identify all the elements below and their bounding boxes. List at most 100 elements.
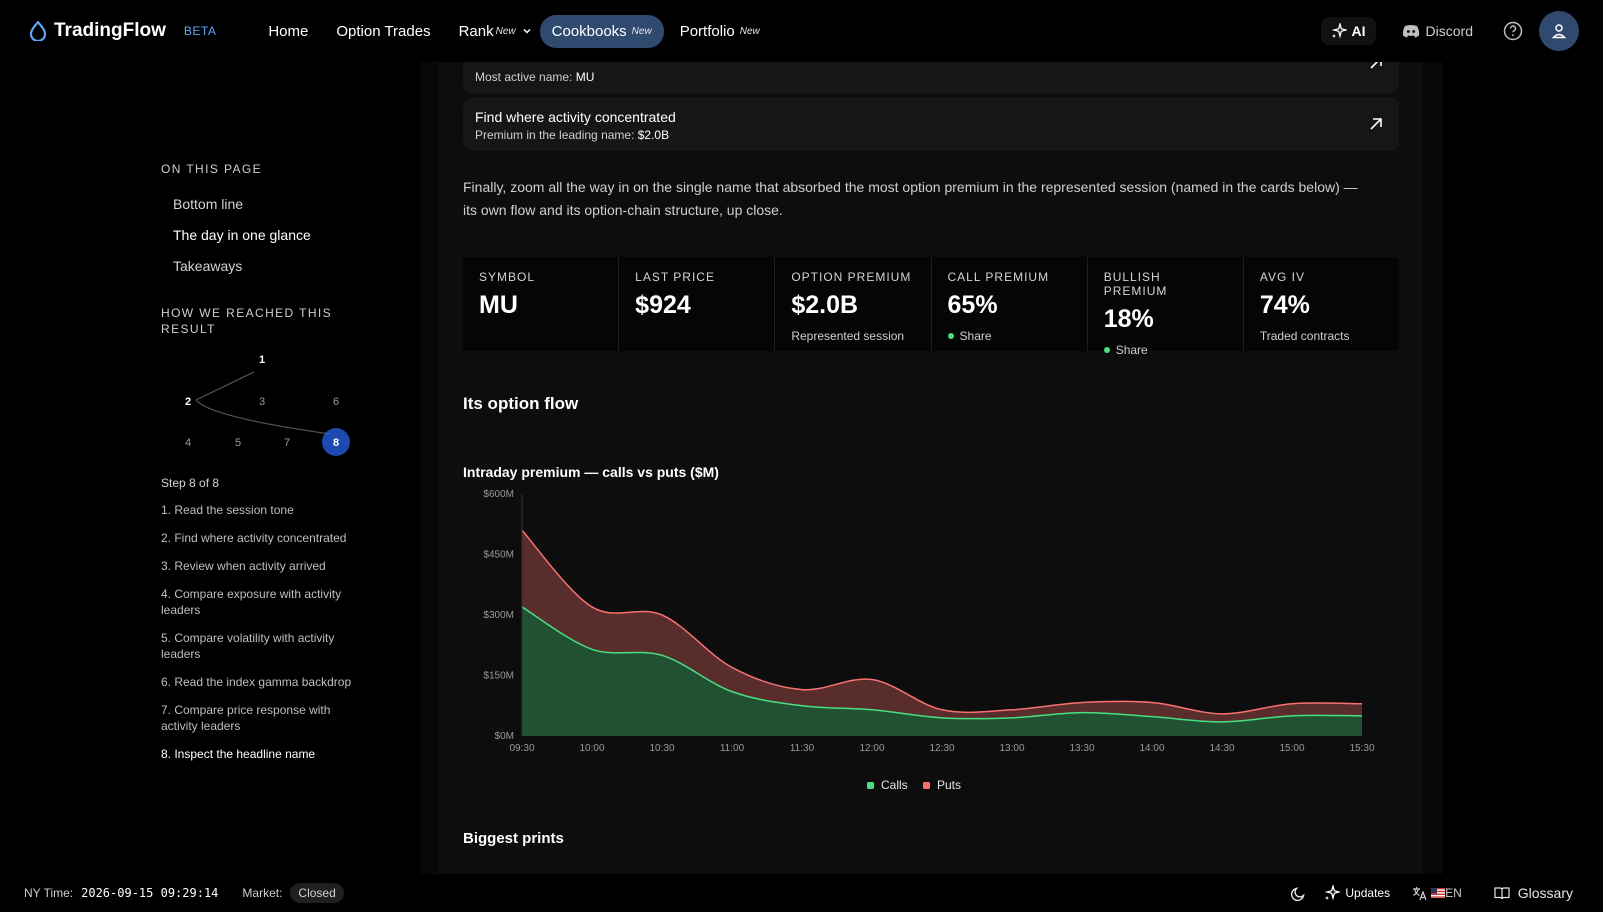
- legend-label: Calls: [881, 778, 908, 792]
- legend-label: Puts: [937, 778, 961, 792]
- graph-node-7: 7: [284, 437, 290, 449]
- ny-time-value: 2026-09-15 09:29:14: [81, 886, 219, 900]
- legend-swatch: [923, 782, 930, 789]
- stat-note: Share: [1115, 343, 1148, 357]
- stats-strip: Symbol MU Last price $924 Option premium…: [463, 257, 1400, 357]
- logo[interactable]: TradingFlow: [28, 20, 166, 42]
- language-selector[interactable]: EN: [1412, 886, 1462, 901]
- step-item[interactable]: 4. Compare exposure with activity leader…: [161, 587, 342, 617]
- discord-icon: [1402, 25, 1419, 38]
- top-right-actions: AI Discord: [1320, 11, 1603, 51]
- y-tick-label: $0M: [495, 731, 514, 742]
- top-navbar: TradingFlow BETA Home Option Trades Rank…: [0, 0, 1603, 62]
- ai-button-label: AI: [1351, 23, 1366, 39]
- intro-paragraph: Finally, zoom all the way in on the sing…: [463, 179, 1358, 218]
- calls-line: [521, 606, 1363, 723]
- y-tick-label: $300M: [483, 610, 514, 621]
- graph-node-1: 1: [259, 354, 265, 366]
- stat-call-premium: Call premium 65% Share: [931, 257, 1088, 351]
- x-tick-label: 10:00: [579, 743, 604, 754]
- card-title: Find where activity concentrated: [475, 109, 676, 125]
- stat-value: $2.0B: [791, 291, 859, 319]
- graph-node-4: 4: [185, 437, 191, 449]
- stat-note: Traded contracts: [1259, 329, 1350, 343]
- nav-portfolio-new-tag: New: [739, 25, 760, 37]
- user-avatar[interactable]: [1539, 11, 1579, 51]
- main-nav: Home Option Trades Rank New Cookbooks Ne…: [256, 14, 775, 48]
- ny-time-label: NY Time:: [24, 886, 74, 900]
- y-tick-label: $150M: [483, 671, 514, 682]
- intraday-premium-chart: $0M $150M $300M $450M $600M 09:30 10:00 10:30 11…: [483, 489, 1375, 792]
- on-this-page-heading: On this page: [161, 162, 263, 176]
- help-icon[interactable]: [1503, 21, 1523, 41]
- x-tick-label: 12:00: [859, 743, 884, 754]
- step-item[interactable]: 5. Compare volatility with activity lead…: [161, 631, 335, 661]
- market-status-badge: Closed: [290, 883, 344, 903]
- x-tick-label: 14:00: [1139, 743, 1164, 754]
- stat-bullish-premium: Bullish premium 18% Share: [1087, 257, 1244, 357]
- x-tick-label: 14:30: [1209, 743, 1234, 754]
- step-item-current[interactable]: 8. Inspect the headline name: [161, 747, 316, 761]
- graph-node-5: 5: [235, 437, 241, 449]
- nav-home-label: Home: [268, 22, 309, 40]
- updates-label: Updates: [1345, 886, 1391, 900]
- nav-rank[interactable]: Rank New: [447, 15, 536, 48]
- graph-edge: [195, 371, 255, 401]
- stat-value: MU: [479, 291, 518, 319]
- beta-badge: BETA: [183, 24, 217, 38]
- arrow-up-right-icon: [1370, 118, 1382, 130]
- sidebar: On this page Bottom line The day in one …: [0, 62, 410, 874]
- market-label: Market:: [242, 886, 283, 900]
- step-item[interactable]: 2. Find where activity concentrated: [161, 531, 347, 545]
- status-footer: NY Time: 2026-09-15 09:29:14 Market: Clo…: [0, 874, 1603, 912]
- stat-label: Last price: [635, 270, 715, 284]
- puts-area: [522, 530, 1362, 722]
- step-graph: 1 2 3 6 4 5 7 8: [185, 354, 350, 456]
- stat-note-row: Share: [1103, 343, 1227, 357]
- discord-link[interactable]: Discord: [1402, 23, 1473, 39]
- main-edge-left: [420, 62, 437, 874]
- step-counter: Step 8 of 8: [161, 476, 220, 490]
- step-item[interactable]: 7. Compare price response with activity …: [161, 703, 331, 733]
- sparkle-icon: [1331, 23, 1347, 39]
- x-tick-label: 10:30: [649, 743, 674, 754]
- discord-label: Discord: [1425, 23, 1473, 39]
- x-tick-label: 13:00: [999, 743, 1024, 754]
- x-tick-label: 15:00: [1279, 743, 1304, 754]
- step-item[interactable]: 6. Read the index gamma backdrop: [161, 675, 352, 689]
- status-dot: [1103, 347, 1110, 353]
- nav-portfolio[interactable]: Portfolio New: [668, 15, 772, 48]
- stat-option-premium: Option premium $2.0B Represented session: [775, 257, 932, 351]
- nav-home[interactable]: Home: [256, 15, 320, 48]
- nav-cookbooks[interactable]: Cookbooks New: [539, 14, 664, 48]
- toc-day-in-one-glance[interactable]: The day in one glance: [173, 227, 311, 243]
- step-item[interactable]: 1. Read the session tone: [161, 503, 294, 517]
- stat-note-row: Share: [947, 329, 1071, 343]
- card-subtitle-prefix: Most active name:: [475, 70, 576, 84]
- stat-value: $924: [635, 291, 691, 319]
- updates-button[interactable]: Updates: [1324, 885, 1390, 901]
- x-tick-label: 15:30: [1349, 743, 1374, 754]
- nav-option-trades-label: Option Trades: [336, 22, 431, 40]
- step-card-find-activity[interactable]: Find where activity concentrated Premium…: [463, 97, 1399, 151]
- card-subtitle-prefix: Premium in the leading name:: [475, 128, 638, 142]
- main-edge-right: [1423, 62, 1443, 874]
- toc-takeaways[interactable]: Takeaways: [173, 258, 243, 274]
- toc-bottom-line[interactable]: Bottom line: [173, 196, 244, 212]
- puts-line: [521, 529, 1363, 715]
- stat-note: Represented session: [791, 329, 905, 343]
- graph-edge: [195, 399, 331, 435]
- nav-cookbooks-new-tag: New: [631, 25, 652, 37]
- moon-icon[interactable]: [1291, 886, 1306, 901]
- x-tick-label: 11:30: [790, 743, 815, 754]
- ai-button[interactable]: AI: [1320, 17, 1376, 45]
- glossary-button[interactable]: Glossary: [1494, 885, 1573, 901]
- chart-title: Intraday premium — calls vs puts ($M): [463, 464, 719, 480]
- y-tick-label: $600M: [483, 489, 514, 500]
- graph-node-8: 8: [333, 437, 339, 449]
- nav-option-trades[interactable]: Option Trades: [324, 15, 442, 48]
- stat-label: Call premium: [947, 270, 1050, 284]
- card-subtitle-value: $2.0B: [637, 128, 670, 142]
- card-subtitle: Premium in the leading name: $2.0B: [475, 128, 669, 142]
- step-item[interactable]: 3. Review when activity arrived: [161, 559, 326, 573]
